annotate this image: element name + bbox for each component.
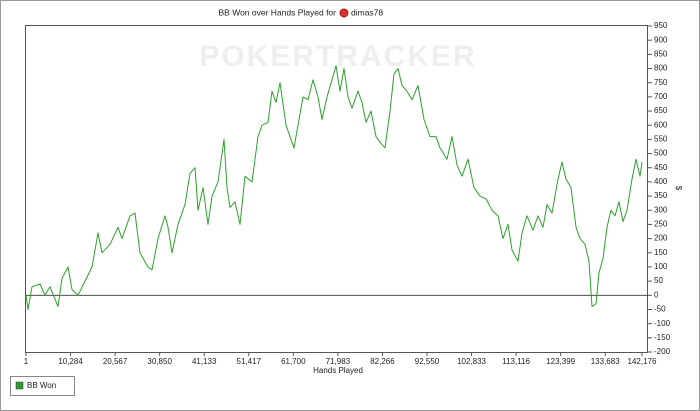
x-tick-label: 92,550 xyxy=(415,357,440,366)
y-tick-label: 100 xyxy=(654,262,668,271)
data-line xyxy=(25,65,643,310)
x-tick-label: 123,399 xyxy=(546,357,575,366)
y-tick-label: 750 xyxy=(654,78,668,87)
x-tick-label: 113,116 xyxy=(502,357,530,366)
y-tick-label: 300 xyxy=(654,205,668,214)
y-tick-label: 950 xyxy=(654,21,668,30)
y-tick-label: 900 xyxy=(654,35,668,44)
x-tick-label: 133,683 xyxy=(591,357,620,366)
player-icon xyxy=(339,8,349,18)
y-tick-label: 450 xyxy=(654,163,668,172)
x-axis-label: Hands Played xyxy=(313,366,363,375)
x-tick-label: 20,567 xyxy=(103,357,128,366)
y-tick-label: 250 xyxy=(654,220,668,229)
x-tick-label: 41,133 xyxy=(192,357,217,366)
plot-area xyxy=(25,25,648,353)
y-tick-label: 700 xyxy=(654,92,668,101)
y-tick-label: 650 xyxy=(654,106,668,115)
x-tick-label: 61,700 xyxy=(281,357,306,366)
legend-swatch xyxy=(15,381,24,390)
y-tick-label: 200 xyxy=(654,234,668,243)
y-tick-label: -50 xyxy=(654,305,666,314)
y-tick-label: 150 xyxy=(654,248,668,257)
y-tick-label: 0 xyxy=(654,290,659,299)
chart-title: BB Won over Hands Played for xyxy=(219,7,337,17)
y-tick-label: 400 xyxy=(654,177,668,186)
y-tick-label: 850 xyxy=(654,49,668,58)
x-tick-label: 51,417 xyxy=(237,357,262,366)
y-tick-label: 500 xyxy=(654,149,668,158)
y-tick-label: -200 xyxy=(654,347,671,356)
y-tick-label: 800 xyxy=(654,64,668,73)
watermark: POKERTRACKER xyxy=(199,40,476,73)
y-tick-label: 550 xyxy=(654,135,668,144)
x-tick-label: 30,850 xyxy=(147,357,172,366)
player-name: dimas78 xyxy=(351,7,383,17)
y-tick-label: 350 xyxy=(654,191,668,200)
x-tick-label: 1 xyxy=(24,357,29,366)
x-tick-label: 71,983 xyxy=(326,357,351,366)
x-tick-label: 82,266 xyxy=(370,357,395,366)
legend xyxy=(10,376,75,396)
x-tick-label: 102,833 xyxy=(457,357,486,366)
y-tick-label: 600 xyxy=(654,120,668,129)
y-axis-label: $ xyxy=(674,186,683,191)
x-tick-label: 142,176 xyxy=(628,357,657,366)
legend-label: BB Won xyxy=(27,381,56,390)
x-tick-label: 10,284 xyxy=(58,357,83,366)
y-tick-label: -100 xyxy=(654,319,671,328)
y-tick-label: 50 xyxy=(654,276,663,285)
y-tick-label: -150 xyxy=(654,333,671,342)
